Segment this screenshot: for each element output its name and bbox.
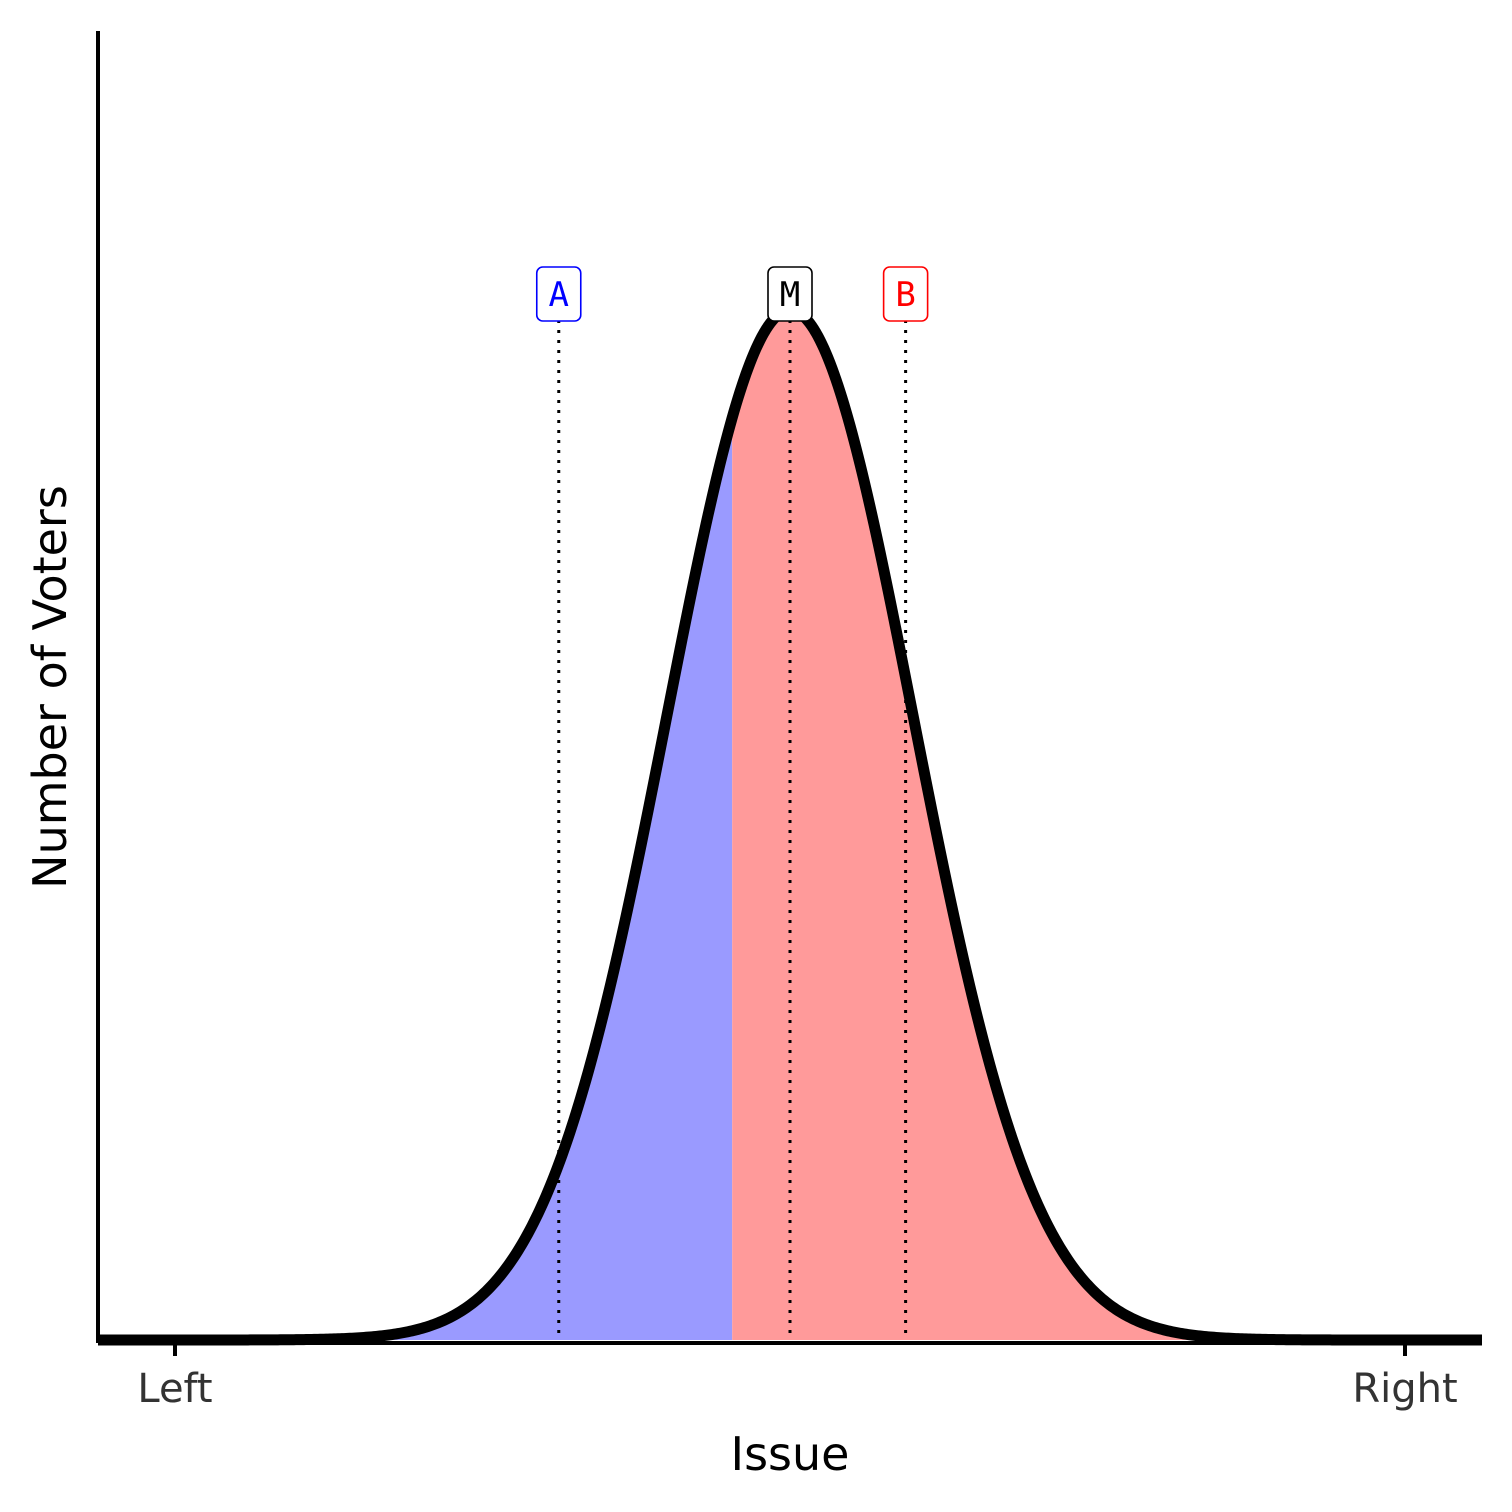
- marker-label-m: M: [780, 275, 800, 315]
- x-tick-label: Right: [1352, 1366, 1457, 1412]
- marker-label-b: B: [895, 275, 915, 315]
- x-ticks: Left Right: [137, 1343, 1458, 1412]
- marker-m: M: [767, 266, 813, 322]
- marker-a: A: [535, 266, 582, 322]
- marker-box-m: [767, 266, 813, 322]
- marker-b: B: [882, 266, 929, 322]
- x-tick-label: Left: [137, 1366, 212, 1412]
- region-a: [175, 417, 733, 1341]
- region-b: [732, 310, 1405, 1340]
- marker-box-b: [882, 266, 929, 322]
- area-layer: [175, 310, 1405, 1341]
- marker-label-a: A: [549, 275, 569, 315]
- x-axis-title: Issue: [731, 1427, 850, 1481]
- y-axis-title: Number of Voters: [23, 485, 77, 889]
- marker-box-a: [535, 266, 582, 322]
